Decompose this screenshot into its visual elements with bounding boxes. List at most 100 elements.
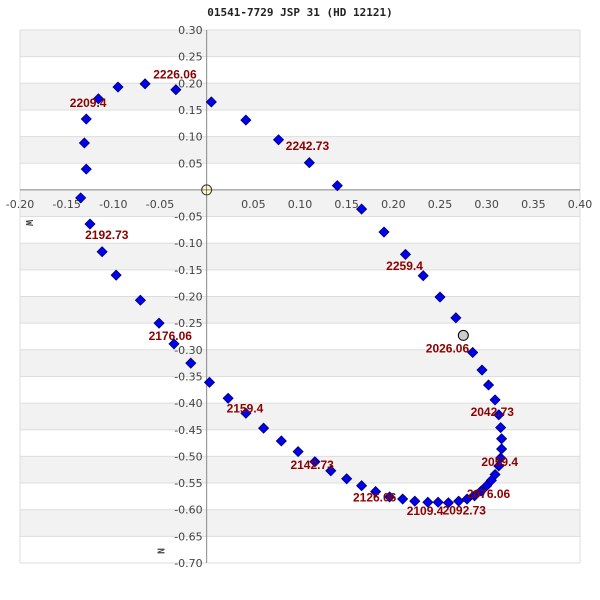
grid-band — [20, 509, 580, 537]
x-tick-label: -0.20 — [6, 198, 34, 211]
y-tick-label: -0.15 — [174, 264, 202, 277]
data-point — [331, 180, 343, 192]
x-tick-label: -0.05 — [146, 198, 174, 211]
y-tick-label: -0.55 — [174, 477, 202, 490]
y-tick-label: -0.50 — [174, 450, 202, 463]
data-point — [309, 456, 321, 468]
y-tick-label: -0.65 — [174, 530, 202, 543]
x-tick-label: 0.20 — [381, 198, 406, 211]
y-tick-label: 0.25 — [178, 51, 203, 64]
grid-band — [20, 403, 580, 430]
data-point — [203, 376, 216, 388]
data-point — [461, 493, 473, 505]
chart-title: 01541-7729 JSP 31 (HD 12121) — [207, 6, 393, 19]
data-point — [170, 84, 182, 96]
data-point — [272, 134, 285, 146]
y-tick-label: -0.40 — [174, 397, 202, 410]
data-point — [475, 485, 487, 497]
data-point — [139, 78, 151, 90]
data-point — [434, 291, 446, 303]
west-axis-label: W — [23, 220, 34, 227]
data-point — [481, 480, 493, 492]
data-point — [453, 495, 465, 507]
data-point — [468, 490, 481, 502]
data-point — [496, 443, 508, 455]
data-point — [370, 486, 382, 498]
data-point — [493, 460, 505, 472]
data-point — [153, 317, 165, 329]
data-point — [240, 114, 252, 126]
data-point — [275, 435, 287, 447]
data-point — [134, 294, 146, 306]
data-point — [303, 157, 315, 169]
data-point — [489, 394, 501, 406]
y-tick-label: -0.30 — [174, 344, 202, 357]
data-point — [112, 81, 124, 93]
epoch-label: 2042.73 — [471, 405, 515, 419]
y-tick-label: -0.70 — [174, 557, 202, 570]
epoch-label: 2192.73 — [85, 228, 129, 242]
x-tick-label: 0.35 — [521, 198, 546, 211]
y-tick-label: -0.05 — [174, 211, 202, 224]
epoch-label: 2142.73 — [290, 458, 334, 472]
epoch-label: 2259.4 — [386, 259, 423, 273]
epoch-label: 2026.06 — [426, 341, 470, 355]
data-point — [96, 246, 108, 258]
epoch-label: 2209.4 — [70, 96, 107, 110]
data-point — [422, 496, 434, 508]
grid-band — [20, 136, 580, 164]
epoch-label: 2159.4 — [227, 402, 264, 416]
data-point — [432, 496, 444, 508]
epoch-label: 2092.73 — [443, 503, 487, 517]
x-tick-label: -0.10 — [99, 198, 127, 211]
grid-band — [20, 243, 580, 270]
data-point — [356, 203, 368, 215]
grid-band — [20, 456, 580, 484]
data-point — [292, 446, 304, 458]
grid-band — [20, 296, 580, 324]
y-tick-label: -0.45 — [174, 424, 202, 437]
epoch-label: 2176.06 — [149, 329, 193, 343]
y-tick-label: 0.05 — [178, 157, 203, 170]
data-point — [417, 270, 429, 282]
data-point — [240, 407, 252, 419]
x-tick-label: 0.30 — [474, 198, 499, 211]
data-point — [482, 379, 495, 391]
data-point — [92, 93, 104, 105]
epoch-label: 2242.73 — [286, 139, 330, 153]
epoch-label: 2059.4 — [481, 455, 518, 469]
data-point — [450, 312, 462, 324]
data-point — [397, 493, 409, 505]
y-tick-label: -0.10 — [174, 237, 202, 250]
data-point — [222, 392, 234, 404]
data-point — [496, 433, 508, 445]
data-point — [442, 497, 454, 509]
data-point — [325, 465, 337, 477]
data-point — [495, 422, 507, 434]
grid-band — [20, 189, 580, 217]
data-point — [476, 364, 488, 376]
epoch-label: 2109.4 — [407, 504, 444, 518]
x-tick-label: 0.15 — [334, 198, 359, 211]
north-axis-label: N — [157, 548, 168, 554]
data-point — [78, 137, 90, 149]
data-point — [399, 248, 412, 260]
x-tick-label: -0.15 — [52, 198, 80, 211]
epoch-label: 2126.06 — [353, 491, 397, 505]
data-point — [493, 409, 505, 421]
grid-band — [20, 349, 580, 377]
y-tick-label: 0.15 — [178, 104, 203, 117]
data-point — [356, 480, 368, 492]
x-tick-label: 0.05 — [241, 198, 266, 211]
data-point — [84, 218, 96, 230]
data-point — [258, 422, 270, 434]
epoch-label: 2076.06 — [467, 487, 511, 501]
data-point — [80, 163, 92, 175]
data-point — [80, 113, 92, 125]
y-tick-label: -0.20 — [174, 291, 202, 304]
data-point — [384, 491, 396, 503]
grid-band — [20, 30, 580, 57]
x-tick-label: 0.40 — [568, 198, 593, 211]
y-tick-label: 0.10 — [178, 131, 203, 144]
